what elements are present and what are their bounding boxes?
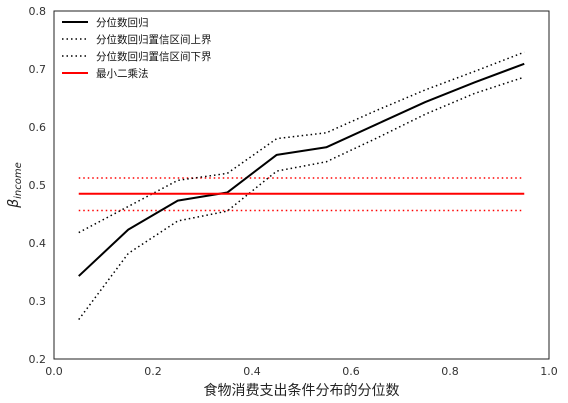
legend-label-3: 最小二乘法 bbox=[96, 67, 149, 80]
y-axis-label-sub: income bbox=[13, 162, 24, 199]
x-axis: 0.0 0.2 0.4 0.6 0.8 1.0 bbox=[45, 365, 558, 378]
x-tick-label: 0.0 bbox=[45, 365, 63, 378]
y-axis-label-main: β bbox=[6, 199, 22, 209]
y-tick-label: 0.4 bbox=[29, 237, 47, 250]
x-axis-label: 食物消费支出条件分布的分位数 bbox=[204, 382, 400, 399]
y-tick-label: 0.6 bbox=[29, 121, 47, 134]
series-layer bbox=[78, 51, 525, 321]
y-tick-label: 0.5 bbox=[29, 179, 47, 192]
x-tick-label: 0.4 bbox=[243, 365, 261, 378]
y-axis: 0.2 0.3 0.4 0.5 0.6 0.7 0.8 bbox=[29, 5, 47, 366]
y-tick-label: 0.8 bbox=[29, 5, 47, 18]
x-tick-label: 0.2 bbox=[144, 365, 162, 378]
y-axis-label: βincome bbox=[6, 162, 24, 209]
legend-label-0: 分位数回归 bbox=[96, 16, 149, 29]
x-tick-label: 0.8 bbox=[441, 365, 459, 378]
series-line-2 bbox=[78, 76, 525, 321]
legend-label-1: 分位数回归置信区间上界 bbox=[96, 33, 212, 46]
plot-frame bbox=[53, 10, 550, 360]
series-line-0 bbox=[78, 62, 525, 277]
x-tick-label: 0.6 bbox=[342, 365, 360, 378]
y-tick-label: 0.3 bbox=[29, 295, 47, 308]
y-tick-label: 0.7 bbox=[29, 63, 47, 76]
x-tick-label: 1.0 bbox=[540, 365, 558, 378]
y-tick-label: 0.2 bbox=[29, 353, 47, 366]
legend-label-2: 分位数回归置信区间下界 bbox=[96, 50, 212, 63]
